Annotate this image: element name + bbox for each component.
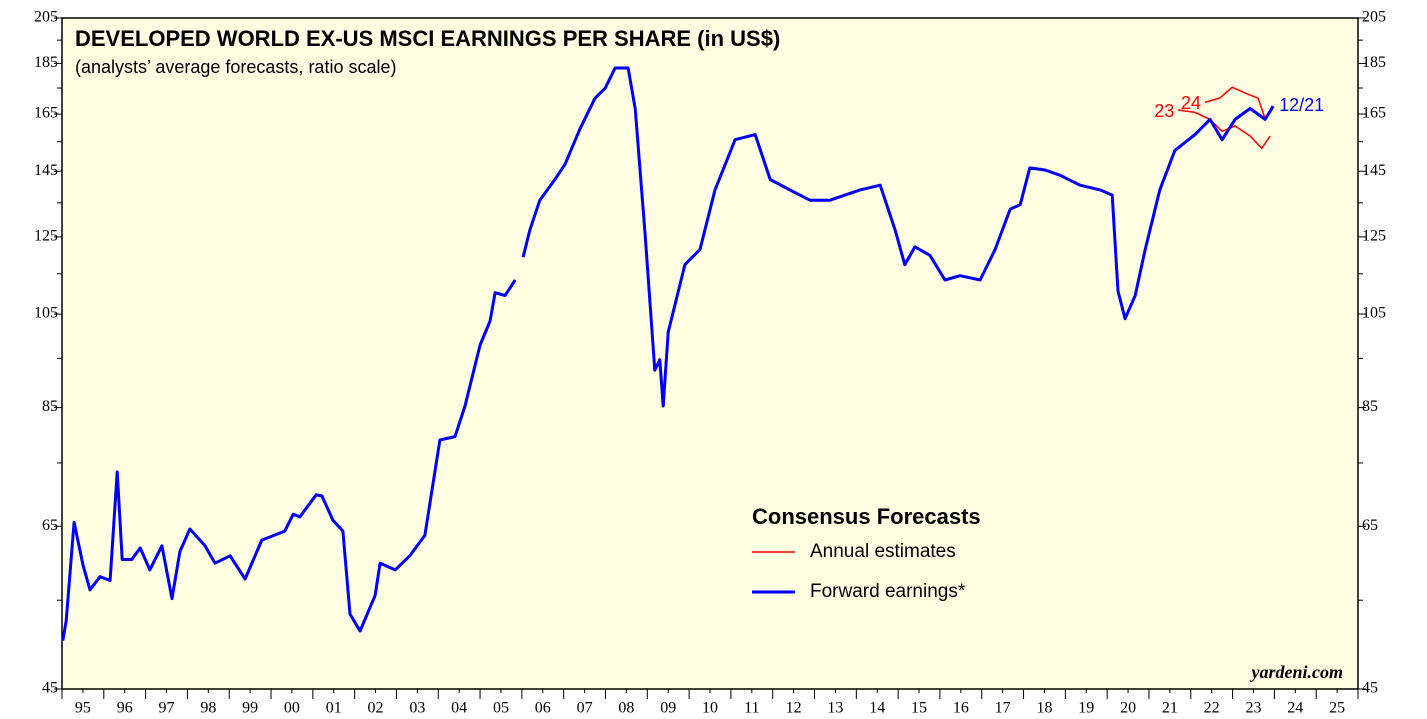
source: yardeni.com (1250, 662, 1344, 682)
y-tick-label: 105 (34, 305, 58, 322)
x-tick-label: 24 (1287, 700, 1303, 717)
x-tick-label: 17 (995, 700, 1011, 717)
legend-title: Consensus Forecasts (752, 504, 981, 529)
y2-tick-label: 105 (1362, 305, 1386, 322)
y2-tick-label: 45 (1362, 680, 1378, 697)
forward-earnings-line (61, 66, 1275, 641)
chart-subtitle: (analysts’ average forecasts, ratio scal… (75, 57, 396, 77)
estimate-label: 23 (1154, 101, 1174, 121)
x-tick-label: 06 (535, 700, 551, 717)
x-tick-label: 09 (660, 700, 676, 717)
y2-tick-label: 65 (1362, 517, 1378, 534)
x-tick-label: 95 (75, 700, 91, 717)
legend-label: Annual estimates (810, 541, 956, 562)
y2-tick-label: 165 (1362, 105, 1386, 122)
y-tick-label: 205 (34, 9, 58, 26)
y-tick-label: 145 (34, 162, 58, 179)
x-tick-label: 98 (200, 700, 216, 717)
y-tick-label: 125 (34, 228, 58, 245)
x-tick-label: 07 (577, 700, 593, 717)
y2-tick-label: 145 (1362, 162, 1386, 179)
plot-area (61, 17, 1359, 690)
y-tick-label: 85 (42, 398, 58, 415)
y2-tick-label: 205 (1362, 9, 1386, 26)
x-tick-label: 99 (242, 700, 258, 717)
x-tick-label: 23 (1245, 700, 1261, 717)
estimate-label: 24 (1181, 93, 1201, 113)
y-tick-label: 165 (34, 105, 58, 122)
x-tick-label: 03 (409, 700, 425, 717)
y-tick-label: 45 (42, 680, 58, 697)
x-tick-label: 11 (744, 700, 759, 717)
x-tick-label: 20 (1120, 700, 1136, 717)
x-tick-label: 04 (451, 700, 467, 717)
x-tick-label: 25 (1329, 700, 1345, 717)
x-tick-label: 13 (827, 700, 843, 717)
x-tick-label: 00 (284, 700, 300, 717)
x-tick-label: 12 (786, 700, 802, 717)
x-tick-label: 01 (326, 700, 342, 717)
x-tick-label: 97 (159, 700, 175, 717)
legend-label: Forward earnings* (810, 581, 966, 602)
end-label: 12/21 (1279, 95, 1324, 115)
x-tick-label: 18 (1036, 700, 1052, 717)
x-tick-label: 05 (493, 700, 509, 717)
y-tick-label: 185 (34, 54, 58, 71)
y2-tick-label: 185 (1362, 54, 1386, 71)
x-tick-label: 96 (117, 700, 133, 717)
x-tick-label: 10 (702, 700, 718, 717)
x-tick-label: 21 (1162, 700, 1178, 717)
x-tick-label: 22 (1204, 700, 1220, 717)
x-tick-label: 08 (618, 700, 634, 717)
x-tick-label: 16 (953, 700, 969, 717)
y2-tick-label: 85 (1362, 398, 1378, 415)
x-tick-label: 15 (911, 700, 927, 717)
x-tick-label: 02 (368, 700, 384, 717)
x-tick-label: 19 (1078, 700, 1094, 717)
x-tick-label: 14 (869, 700, 885, 717)
y-tick-label: 65 (42, 517, 58, 534)
chart-title: DEVELOPED WORLD EX-US MSCI EARNINGS PER … (75, 26, 780, 51)
y2-tick-label: 125 (1362, 228, 1386, 245)
